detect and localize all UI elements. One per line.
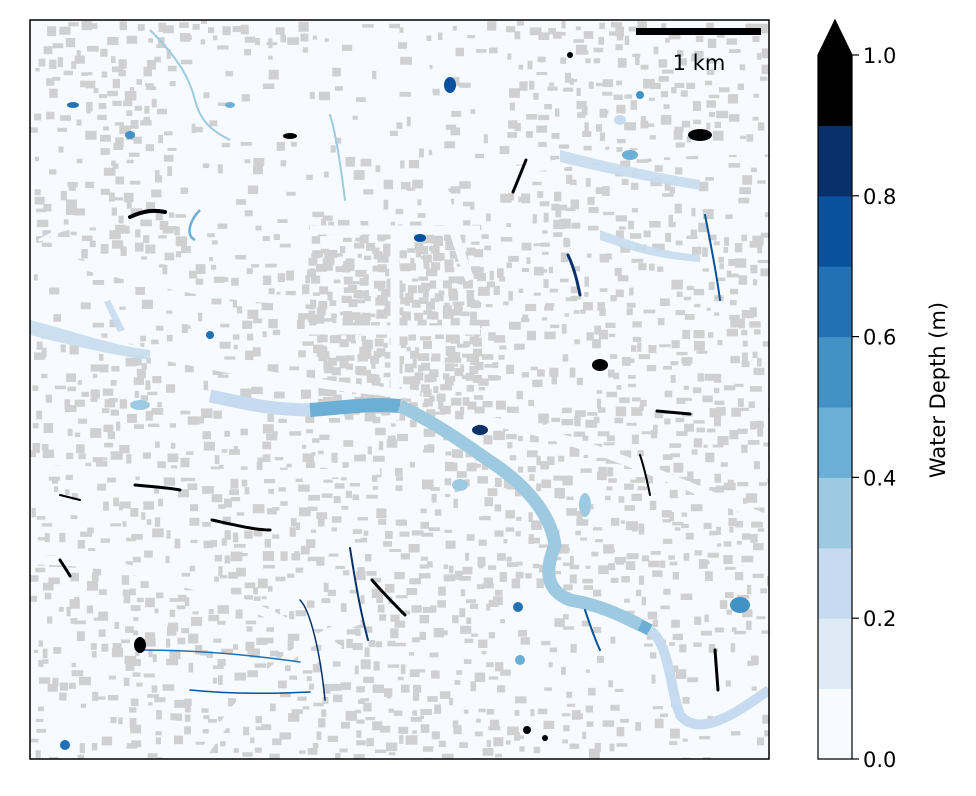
colorbar-tick-label: 0.6: [863, 326, 896, 350]
colorbar-bin-0: [818, 688, 852, 760]
flood-patch: [636, 91, 644, 99]
colorbar-extend-arrow: [818, 20, 852, 55]
map-frame: [29, 19, 770, 760]
colorbar-tick-label: 0.0: [863, 748, 896, 772]
flood-patch: [134, 637, 146, 653]
scale-bar-line: [636, 28, 761, 35]
flood-streak: [189, 689, 311, 695]
colorbar-tick-label: 1.0: [863, 44, 896, 68]
road-corridor: [30, 250, 311, 305]
road-corridor: [30, 555, 343, 654]
flood-patch: [225, 102, 235, 108]
flood-streak: [704, 214, 721, 301]
flood-wash: [600, 230, 700, 262]
flood-patch: [452, 479, 468, 491]
colorbar-bin-6: [818, 266, 852, 338]
river-segment: [397, 400, 643, 631]
flood-depth-layer: [30, 29, 750, 750]
river-segment: [309, 398, 401, 417]
map-panel: [30, 20, 769, 759]
road-corridor: [415, 20, 475, 282]
flood-streak: [139, 649, 301, 663]
river-segment: [637, 619, 653, 636]
colorbar-tick-label: 0.8: [863, 185, 896, 209]
colorbar-tick-label: 0.2: [863, 607, 896, 631]
river-segment: [208, 389, 311, 417]
colorbar-outline: [817, 18, 853, 760]
road-corridor: [30, 465, 381, 479]
flood-streak: [58, 558, 72, 578]
flood-patch: [472, 425, 488, 435]
colorbar-tick-label: 0.4: [863, 466, 896, 490]
flood-streak: [329, 114, 346, 201]
flood-streak: [210, 518, 272, 532]
colorbar-bin-1: [818, 618, 852, 690]
colorbar-bin-3: [818, 477, 852, 549]
colorbar-ticks: 0.0 0.2 0.4 0.6 0.8 1.0: [852, 44, 896, 772]
river-clyde: [208, 389, 769, 730]
flood-patch: [444, 77, 456, 93]
flood-patch: [592, 359, 608, 371]
flood-streak: [128, 208, 167, 219]
flood-patch: [515, 655, 525, 665]
colorbar: 0.0 0.2 0.4 0.6 0.8 1.0 Water Depth (m): [817, 18, 950, 772]
flood-streak: [38, 224, 102, 242]
flood-patch: [542, 735, 548, 741]
colorbar-bin-8: [818, 125, 852, 197]
flood-patch: [513, 602, 523, 612]
flood-streak: [713, 648, 720, 692]
flood-wash: [30, 320, 150, 360]
flood-streak: [511, 158, 528, 194]
flood-patch: [622, 150, 638, 160]
flood-patch: [125, 131, 135, 139]
flood-patch: [67, 102, 79, 108]
flood-patch: [283, 133, 297, 139]
flood-streak: [133, 483, 182, 492]
flood-streak: [299, 599, 326, 701]
flood-patch: [567, 52, 573, 58]
flood-patch: [206, 331, 214, 339]
flood-patch: [523, 726, 531, 734]
flood-patch: [614, 115, 626, 125]
flood-streak: [349, 547, 369, 641]
river-segment: [646, 626, 769, 730]
flood-wash: [104, 300, 125, 332]
scale-bar-label: 1 km: [673, 51, 726, 75]
colorbar-bin-5: [818, 336, 852, 408]
colorbar-label: Water Depth (m): [926, 302, 950, 478]
colorbar-bins: [818, 55, 852, 760]
flood-streak: [566, 253, 582, 297]
road-corridor: [196, 615, 362, 759]
flood-streak: [370, 578, 407, 617]
colorbar-bin-7: [818, 195, 852, 267]
road-corridor: [469, 145, 769, 185]
flood-patch: [60, 740, 70, 750]
flood-patch: [414, 234, 426, 242]
flood-wash: [560, 150, 700, 190]
flood-streak: [655, 409, 692, 416]
flood-patch: [579, 493, 591, 517]
flood-patch: [730, 597, 750, 613]
flood-streak: [584, 609, 601, 651]
flood-streak: [639, 454, 651, 496]
colorbar-bin-over: [818, 55, 852, 126]
flood-patch: [130, 400, 150, 410]
flood-streak: [59, 494, 81, 501]
stream: [188, 209, 201, 242]
colorbar-bin-2: [818, 547, 852, 619]
road-corridor: [479, 415, 769, 525]
scale-bar: 1 km: [636, 28, 761, 75]
flood-patch: [688, 129, 712, 141]
stream: [149, 29, 231, 141]
colorbar-bin-4: [818, 407, 852, 478]
